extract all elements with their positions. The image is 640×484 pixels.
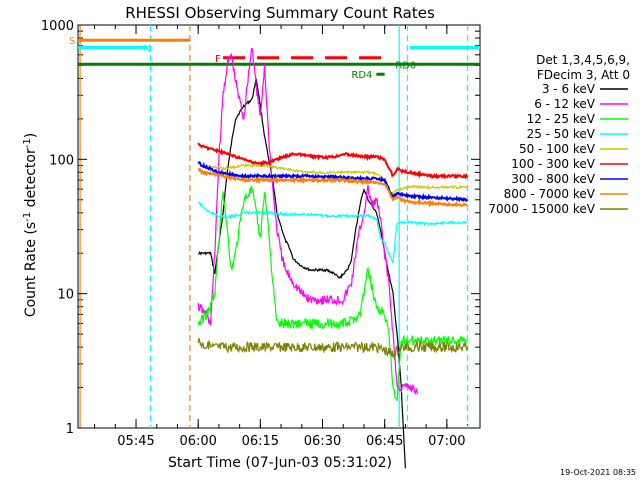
plot-border — [77, 24, 481, 429]
legend-entry-label: 300 - 800 keV — [511, 172, 595, 186]
y-tick-label: 10 — [57, 288, 74, 303]
y-axis-label-end: ) — [23, 133, 39, 138]
legend: Det 1,3,4,5,6,9,FDecim 3, Att 03 - 6 keV… — [488, 53, 630, 216]
series-line-1 — [197, 48, 419, 396]
legend-entry-label: 12 - 25 keV — [527, 112, 596, 126]
chart-title: RHESSI Observing Summary Count Rates — [125, 4, 435, 22]
plot-frame — [77, 24, 481, 429]
y-axis-label: Count Rate (s-1 detector-1) — [22, 133, 40, 317]
x-tick-label: 06:15 — [242, 434, 279, 449]
flag-label-n: N — [143, 43, 150, 54]
y-axis-label-sup2: -1 — [22, 138, 33, 148]
x-axis-label: Start Time (07-Jun-03 05:31:02) — [168, 455, 392, 471]
series-line-0 — [198, 78, 406, 469]
series-line-4 — [198, 161, 468, 198]
legend-entry-label: 3 - 6 keV — [542, 82, 596, 96]
flag-label-rd0: RD0 — [395, 60, 416, 71]
x-tick-label: 07:00 — [428, 434, 465, 449]
legend-entry-label: 7000 - 15000 keV — [488, 202, 595, 216]
x-tick-label: 06:30 — [304, 434, 341, 449]
x-tick-label: 05:45 — [117, 434, 154, 449]
legend-entry-label: 50 - 100 keV — [519, 142, 596, 156]
y-axis-label-main: Count Rate (s — [23, 222, 39, 317]
series-line-5 — [197, 142, 469, 180]
series-line-7 — [197, 167, 469, 208]
series-line-6 — [197, 161, 469, 203]
flag-label-s: S — [69, 36, 75, 47]
y-axis-ticks: 1 10 100 1000 — [41, 19, 480, 437]
series-lines — [197, 48, 469, 469]
legend-header-0: Det 1,3,4,5,6,9, — [536, 53, 630, 67]
x-axis-ticks: 05:45 06:00 06:15 06:30 06:45 07:00 — [117, 25, 466, 449]
y-tick-label: 100 — [49, 153, 74, 168]
legend-entry-label: 100 - 300 keV — [511, 157, 595, 171]
legend-entry-label: 25 - 50 keV — [527, 127, 596, 141]
legend-entry-label: 6 - 12 keV — [534, 97, 596, 111]
y-tick-label: 1 — [66, 422, 74, 437]
y-axis-label-mid: detector — [23, 148, 39, 212]
y-tick-label: 1000 — [41, 19, 74, 34]
series-line-8 — [197, 338, 469, 361]
legend-entry-label: 800 - 7000 keV — [504, 187, 596, 201]
y-axis-label-sup1: -1 — [22, 212, 33, 222]
series-line-3 — [197, 201, 468, 264]
flag-label-rd4: RD4 — [351, 70, 372, 81]
legend-header-1: FDecim 3, Att 0 — [537, 68, 630, 82]
x-tick-label: 06:45 — [366, 434, 403, 449]
series-line-2 — [197, 185, 468, 401]
x-tick-label: 06:00 — [179, 434, 216, 449]
flag-label-f: F — [215, 54, 221, 65]
footer-timestamp: 19-Oct-2021 08:35 — [560, 468, 636, 477]
flag-bars: S N F RD4 RD0 — [69, 36, 480, 81]
vertical-markers — [79, 25, 469, 428]
